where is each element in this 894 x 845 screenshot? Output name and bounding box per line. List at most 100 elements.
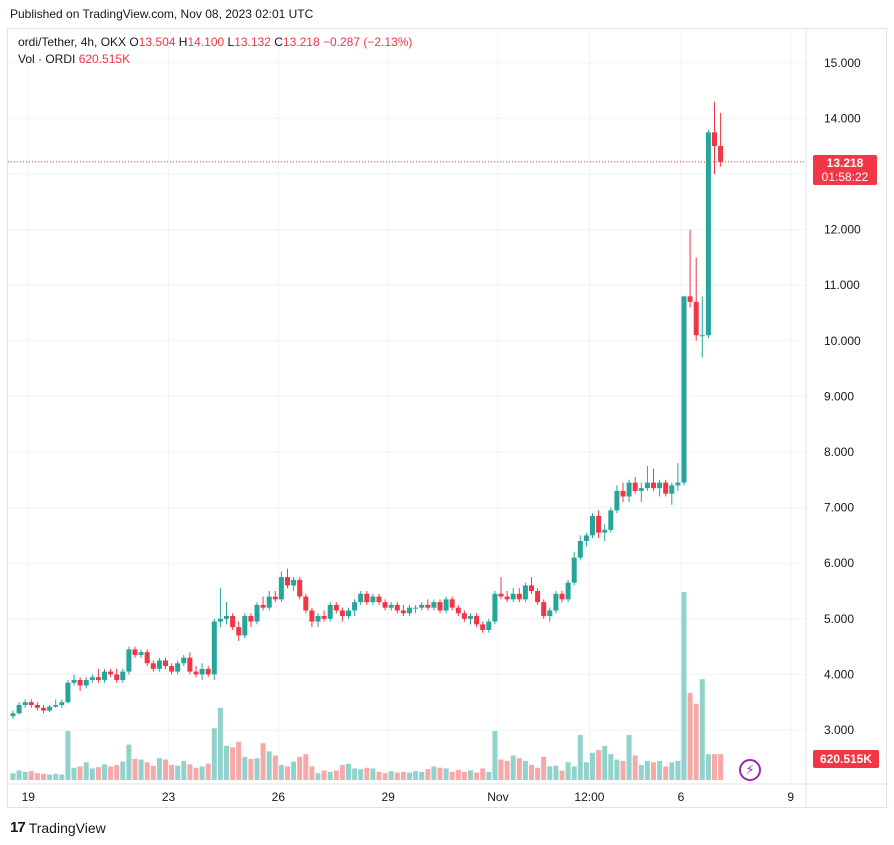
- volume-bar: [718, 754, 724, 780]
- volume-value: 620.515K: [78, 52, 131, 66]
- candle-body: [364, 593, 370, 603]
- candle-body: [468, 616, 473, 619]
- volume-bar: [620, 760, 626, 780]
- volume-bar: [339, 765, 345, 780]
- y-tick-label: 8.000: [824, 445, 854, 459]
- volume-bar: [175, 765, 181, 780]
- volume-bar: [230, 747, 236, 780]
- volume-bar: [590, 752, 595, 780]
- candle-body: [16, 704, 22, 714]
- volume-bar: [358, 769, 364, 780]
- volume-bar: [376, 771, 382, 780]
- volume-bar: [510, 755, 516, 780]
- lightning-bolt-icon[interactable]: ⚡: [739, 759, 761, 781]
- candle-body: [565, 582, 571, 600]
- volume-bar: [71, 767, 77, 780]
- candle-body: [144, 652, 150, 664]
- volume-bar: [321, 770, 327, 780]
- volume-bar: [150, 765, 156, 780]
- volume-bar: [254, 758, 260, 780]
- volume-bar: [242, 756, 248, 780]
- candle-body: [571, 557, 577, 583]
- volume-bar: [535, 767, 541, 780]
- high-label: H: [178, 35, 188, 49]
- candle-body: [449, 599, 455, 608]
- volume-bar: [65, 730, 71, 780]
- volume-bar: [687, 692, 693, 780]
- volume-legend: Vol · ORDI 620.515K: [18, 52, 130, 66]
- close-value: 13.218: [282, 35, 320, 49]
- volume-bar: [443, 768, 449, 780]
- volume-bar: [95, 767, 101, 780]
- volume-bar: [657, 760, 663, 780]
- candle-body: [278, 577, 284, 600]
- volume-bar: [498, 759, 504, 780]
- tradingview-brand[interactable]: 17 TradingView: [10, 819, 106, 836]
- volume-bar: [309, 766, 315, 780]
- last-volume-tag: 620.515K: [813, 750, 879, 768]
- y-tick-label: 4.000: [824, 667, 854, 681]
- volume-bar: [199, 766, 205, 780]
- candle-body: [626, 482, 632, 497]
- volume-bar: [120, 761, 126, 780]
- candle-body: [407, 607, 412, 614]
- volume-bar: [638, 765, 644, 780]
- volume-bar: [468, 770, 473, 780]
- y-tick-label: 5.000: [824, 612, 854, 626]
- y-tick-label: 14.000: [824, 111, 861, 125]
- candle-body: [217, 618, 223, 622]
- volume-bar: [632, 755, 638, 780]
- candle-body: [224, 616, 229, 619]
- x-tick-label: 26: [272, 790, 286, 804]
- volume-bar: [187, 764, 193, 780]
- candle-body: [230, 616, 236, 628]
- candle-body: [327, 604, 333, 619]
- volume-bar: [669, 762, 675, 780]
- published-line: Published on TradingView.com, Nov 08, 20…: [10, 7, 314, 21]
- volume-bar: [248, 758, 254, 780]
- candle-body: [455, 607, 461, 614]
- candle-body: [126, 649, 132, 672]
- candle-body: [614, 490, 620, 511]
- candle-body: [718, 145, 724, 162]
- volume-bar: [425, 769, 431, 780]
- candle-body: [187, 657, 193, 672]
- candle-body: [175, 663, 181, 672]
- volume-bar: [144, 762, 150, 780]
- candle-body: [510, 593, 516, 600]
- candle-body: [492, 593, 498, 622]
- volume-bar: [181, 760, 187, 780]
- candle-body: [644, 482, 650, 489]
- low-label: L: [227, 35, 235, 49]
- volume-bar: [705, 754, 711, 780]
- symbol-legend: ordi/Tether, 4h, OKX O13.504 H14.100 L13…: [18, 35, 412, 49]
- candle-body: [181, 657, 187, 664]
- volume-bar: [651, 762, 656, 780]
- symbol-name: ordi/Tether, 4h, OKX: [18, 35, 127, 49]
- volume-bar: [16, 770, 22, 780]
- volume-bar: [114, 765, 120, 780]
- candle-body: [242, 616, 248, 636]
- volume-bar: [303, 754, 309, 780]
- candle-body: [120, 671, 126, 680]
- candle-body: [553, 593, 559, 611]
- volume-bar: [449, 771, 455, 780]
- candle-body: [663, 482, 669, 494]
- candle-body: [309, 610, 315, 622]
- candle-body: [333, 604, 339, 611]
- volume-bar: [571, 766, 577, 780]
- volume-bar: [108, 766, 114, 780]
- volume-bar: [455, 769, 461, 780]
- candle-body: [266, 596, 272, 608]
- candle-body: [211, 621, 217, 675]
- candle-body: [297, 579, 303, 597]
- candle-body: [651, 482, 656, 489]
- candle-body: [53, 704, 59, 707]
- candle-body: [236, 627, 242, 636]
- volume-bar: [559, 770, 565, 780]
- volume-bar: [553, 765, 559, 780]
- volume-bar: [53, 773, 59, 780]
- candle-body: [28, 702, 34, 705]
- candle-body: [77, 679, 83, 686]
